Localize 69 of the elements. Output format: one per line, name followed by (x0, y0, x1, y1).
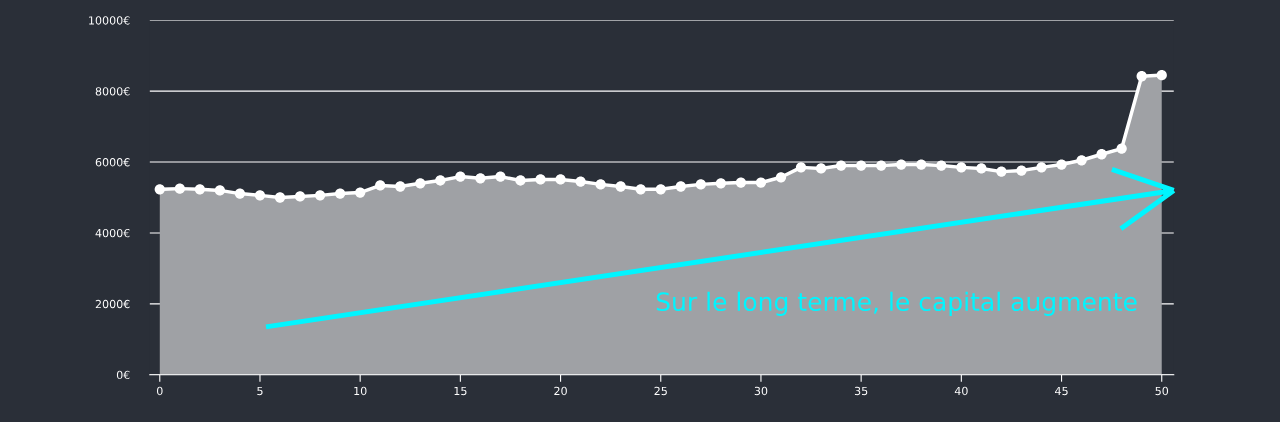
point (214, 185, 226, 196)
point (635, 184, 646, 195)
point (775, 172, 787, 183)
point (996, 166, 1007, 177)
x-tick-label: 25 (654, 386, 667, 396)
point (1076, 155, 1087, 166)
y-tick-label: 6000€ (95, 158, 130, 167)
point (735, 177, 747, 188)
point (835, 160, 847, 171)
point (435, 175, 446, 186)
point (795, 162, 807, 173)
x-tick-label: 0 (156, 386, 163, 396)
point (555, 174, 566, 185)
point (475, 173, 486, 184)
y-tick-label: 2000€ (95, 299, 130, 309)
point (575, 176, 586, 187)
point (1056, 159, 1067, 170)
point (314, 190, 326, 201)
x-tick-label: 50 (1155, 386, 1169, 396)
point (715, 178, 727, 189)
point (755, 177, 767, 188)
point (1096, 149, 1107, 160)
point (294, 191, 306, 202)
point (495, 171, 506, 182)
point (856, 160, 867, 171)
point (415, 178, 426, 189)
point (455, 171, 466, 182)
point (655, 184, 666, 195)
annotation: Sur le long terme, le capital augmente (656, 291, 1137, 316)
x-tick-label: 30 (754, 386, 768, 396)
point (375, 180, 386, 191)
point (695, 179, 706, 190)
point (815, 163, 827, 174)
y-tick-label: 4000€ (95, 228, 130, 238)
point (234, 188, 246, 199)
point (174, 183, 185, 194)
x-tick-label: 20 (554, 386, 567, 396)
point (1116, 143, 1127, 154)
point (515, 175, 526, 186)
point (535, 174, 546, 185)
point (936, 160, 947, 171)
point (154, 184, 165, 195)
point (355, 187, 366, 198)
x-tick-label: 40 (954, 386, 968, 396)
point (595, 179, 606, 190)
x-tick-label: 35 (854, 386, 868, 396)
x-tick-label: 5 (257, 386, 263, 396)
point (1036, 162, 1047, 173)
y-tick-label: 0€ (116, 370, 130, 380)
point (675, 181, 686, 192)
point (916, 159, 927, 170)
y-tick-label: 10000€ (89, 16, 130, 25)
point (876, 160, 887, 171)
point (1016, 165, 1027, 176)
point (395, 181, 406, 192)
point (956, 162, 967, 173)
point (896, 159, 907, 170)
x-tick-label: 45 (1055, 386, 1068, 396)
y-tick-label: 8000€ (95, 87, 130, 96)
point (274, 192, 286, 203)
x-tick-label: 10 (354, 386, 367, 396)
point (976, 163, 987, 174)
point (1136, 71, 1147, 82)
point (334, 188, 346, 199)
point (254, 190, 266, 201)
point (1156, 70, 1167, 81)
point (615, 181, 626, 192)
point (194, 184, 206, 195)
x-tick-label: 15 (454, 386, 467, 396)
